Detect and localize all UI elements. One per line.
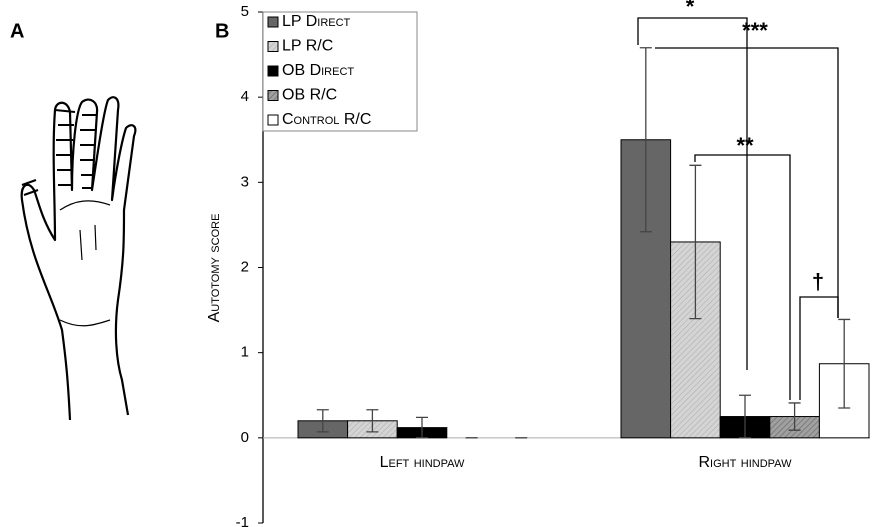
significance-label: ** <box>736 133 754 158</box>
y-tick-label: 0 <box>241 429 249 446</box>
legend-swatch <box>267 65 279 77</box>
legend-swatch <box>267 41 279 52</box>
significance-bracket <box>637 17 748 370</box>
error-bar <box>689 164 702 320</box>
panel-label: B <box>215 20 229 42</box>
significance-label: † <box>812 269 824 294</box>
error-bar <box>788 402 801 431</box>
significance-bracket <box>694 154 791 400</box>
error-bar <box>739 394 751 439</box>
error-bar <box>838 318 851 409</box>
legend-label: LP R/C <box>282 38 333 55</box>
y-tick-label: -1 <box>236 514 249 527</box>
error-bar <box>316 409 329 433</box>
y-tick-label: 1 <box>241 344 249 361</box>
significance-bracket <box>655 47 839 318</box>
legend-swatch <box>267 114 279 126</box>
hand-drawing <box>20 96 137 421</box>
legend-label: OB Direct <box>282 62 354 79</box>
legend-box <box>262 11 418 132</box>
y-tick-label: 5 <box>241 3 249 20</box>
significance-label: *** <box>742 18 768 43</box>
legend-label: Control R/C <box>282 111 371 128</box>
y-tick-label: 4 <box>241 88 249 105</box>
y-tick-label: 2 <box>241 258 249 275</box>
x-tick-label: Left hindpaw <box>380 454 465 471</box>
x-tick-label: Right hindpaw <box>699 454 793 471</box>
legend-label: LP Direct <box>282 13 351 30</box>
legend-swatch <box>267 90 279 101</box>
error-bar <box>416 416 428 439</box>
y-axis-label: Autotomy score <box>206 214 223 323</box>
y-tick-label: 3 <box>241 173 249 190</box>
error-bar <box>366 409 379 433</box>
legend-label: OB R/C <box>282 87 337 104</box>
significance-bracket <box>799 296 839 400</box>
error-bar <box>639 47 652 233</box>
significance-label: * <box>686 0 695 19</box>
legend-swatch <box>267 16 279 28</box>
panel-label: A <box>10 20 24 42</box>
